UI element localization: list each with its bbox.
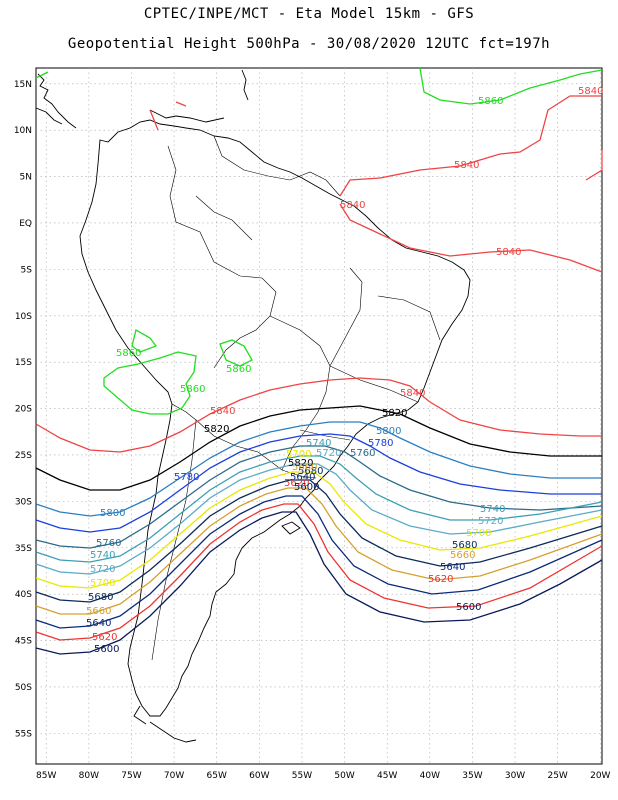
contour-5620 xyxy=(35,503,603,641)
contour-5780 xyxy=(35,433,602,533)
lon-tick-label: 30W xyxy=(505,771,525,781)
contour-5680 xyxy=(35,479,603,603)
lat-tick-label: 5S xyxy=(21,265,33,275)
contour-5600 xyxy=(35,511,603,655)
lon-tick-label: 75W xyxy=(121,771,141,781)
label-5620-b: 5620 xyxy=(428,574,453,585)
lat-tick-label: 10N xyxy=(14,126,32,136)
axis-labels: 85W 80W 75W 70W 65W 60W 55W 50W 45W 40W 35W 30W 25W 2… xyxy=(14,80,611,781)
lon-tick-label: 55W xyxy=(292,771,312,781)
label-5720-c: 5720 xyxy=(90,564,115,575)
label-5600-a: 5600 xyxy=(294,482,319,493)
label-5800-a: 5800 xyxy=(376,426,401,437)
contour-5860-north xyxy=(35,67,603,105)
label-5840-b: 5840 xyxy=(454,160,479,171)
label-5760-b: 5760 xyxy=(96,538,121,549)
lon-tick-label: 50W xyxy=(334,771,354,781)
label-5700-a: 5700 xyxy=(286,449,311,460)
contour-5860-amazon xyxy=(103,329,197,415)
label-5860-d: 5860 xyxy=(180,384,205,395)
label-5640-c: 5640 xyxy=(86,618,111,629)
label-5840-d: 5840 xyxy=(496,247,521,258)
contour-5740 xyxy=(35,455,603,563)
chart-title-line2: Geopotential Height 500hPa - 30/08/2020 … xyxy=(67,36,551,52)
contour-5800 xyxy=(35,421,602,517)
label-5620-a: 5620 xyxy=(284,478,309,489)
contour-5840-north xyxy=(149,95,603,273)
lat-tick-label: 5N xyxy=(20,173,32,183)
label-5860-b: 5860 xyxy=(116,348,141,359)
lat-tick-label: 55S xyxy=(15,729,32,739)
label-5840-a: 5840 xyxy=(578,86,603,97)
contour-5820 xyxy=(35,405,602,491)
contour-5860-bolivia xyxy=(219,339,253,367)
contour-labels: 5860 5860 5860 5860 5840 5840 5840 5840 … xyxy=(86,86,603,655)
lat-tick-label: 35S xyxy=(15,544,32,554)
label-5680-c: 5680 xyxy=(88,592,113,603)
label-5600-b: 5600 xyxy=(456,602,481,613)
contour-5640 xyxy=(35,495,603,629)
contour-5840-south xyxy=(35,377,602,453)
label-5660-c: 5660 xyxy=(86,606,111,617)
chart-title-line1: CPTEC/INPE/MCT - Eta Model 15km - GFS xyxy=(143,6,475,22)
contour-5720 xyxy=(35,463,603,575)
label-5780-b: 5780 xyxy=(174,472,199,483)
lon-tick-label: 40W xyxy=(420,771,440,781)
lat-tick-label: 40S xyxy=(15,590,32,600)
label-5820-a: 5820 xyxy=(382,408,407,419)
label-5780-a: 5780 xyxy=(368,438,393,449)
lat-tick-label: EQ xyxy=(19,219,32,229)
lat-tick-label: 15S xyxy=(15,358,32,368)
label-5660-b: 5660 xyxy=(450,550,475,561)
label-5840-f: 5840 xyxy=(210,406,235,417)
contour-lines xyxy=(35,67,603,655)
label-5800-b: 5800 xyxy=(100,508,125,519)
label-5860-a: 5860 xyxy=(478,96,503,107)
label-5640-a: 5640 xyxy=(290,472,315,483)
lat-tick-label: 10S xyxy=(15,312,32,322)
label-5820-b: 5820 xyxy=(204,424,229,435)
label-5840-e: 5840 xyxy=(400,388,425,399)
label-5740-c: 5740 xyxy=(90,550,115,561)
coastline xyxy=(35,69,471,743)
label-5720-b: 5720 xyxy=(478,516,503,527)
lat-tick-label: 20S xyxy=(15,405,32,415)
lon-tick-label: 35W xyxy=(462,771,482,781)
lon-tick-label: 20W xyxy=(590,771,610,781)
lon-tick-label: 80W xyxy=(79,771,99,781)
lat-tick-label: 15N xyxy=(14,80,32,90)
label-5820-c: 5820 xyxy=(288,458,313,469)
lon-tick-label: 65W xyxy=(207,771,227,781)
lon-tick-label: 85W xyxy=(36,771,56,781)
label-5680-b: 5680 xyxy=(452,540,477,551)
label-5740-a: 5740 xyxy=(306,438,331,449)
label-5860-c: 5860 xyxy=(226,364,251,375)
lat-tick-label: 25S xyxy=(15,451,32,461)
lat-tick-label: 45S xyxy=(15,637,32,647)
contour-5660 xyxy=(35,487,603,615)
label-5700-b: 5700 xyxy=(466,528,491,539)
lon-tick-label: 70W xyxy=(164,771,184,781)
lat-tick-label: 30S xyxy=(15,497,32,507)
label-5620-c: 5620 xyxy=(92,632,117,643)
lon-tick-label: 25W xyxy=(547,771,567,781)
map-frame xyxy=(35,67,603,765)
contour-5760 xyxy=(35,445,603,549)
label-5760-a: 5760 xyxy=(350,448,375,459)
label-5700-c: 5700 xyxy=(90,578,115,589)
label-5640-b: 5640 xyxy=(440,562,465,573)
label-5740-b: 5740 xyxy=(480,504,505,515)
label-5680-a: 5680 xyxy=(298,466,323,477)
lon-tick-label: 45W xyxy=(377,771,397,781)
lat-tick-label: 50S xyxy=(15,683,32,693)
label-5840-c: 5840 xyxy=(340,200,365,211)
contour-5700 xyxy=(35,471,603,589)
label-5720-a: 5720 xyxy=(316,448,341,459)
label-5660-a: 5660 xyxy=(292,462,317,473)
label-5600-c: 5600 xyxy=(94,644,119,655)
lon-tick-label: 60W xyxy=(249,771,269,781)
